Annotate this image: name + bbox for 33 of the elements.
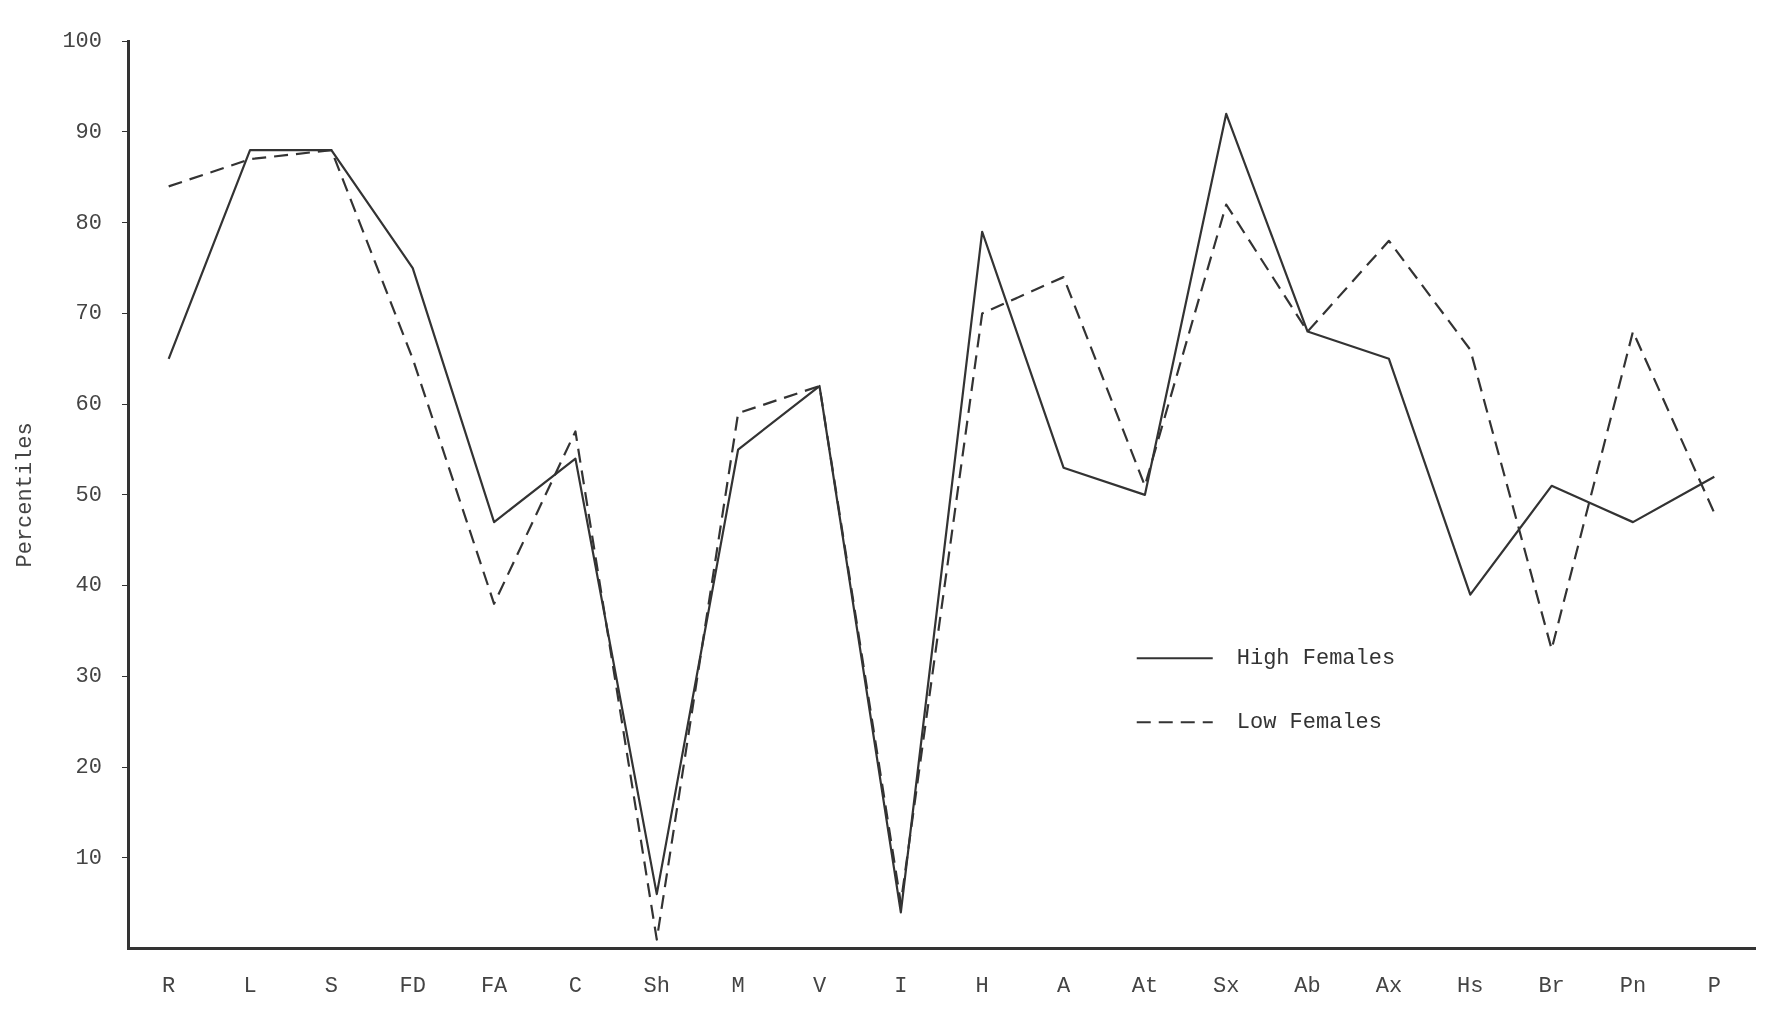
x-tick-label: S xyxy=(324,973,338,999)
x-tick-label: Sh xyxy=(643,973,670,999)
y-tick-label: 80 xyxy=(75,210,103,236)
y-axis-title: Percentiles xyxy=(13,422,39,568)
x-tick-label: Sx xyxy=(1213,973,1240,999)
x-tick-label: V xyxy=(812,973,827,999)
x-tick-label: A xyxy=(1056,973,1071,999)
x-tick-label: Ax xyxy=(1375,973,1403,999)
y-tick-label: 70 xyxy=(75,301,103,327)
x-tick-label: M xyxy=(731,973,745,999)
y-tick-label: 30 xyxy=(75,664,103,690)
legend-label: High Females xyxy=(1236,646,1396,672)
y-tick-label: 40 xyxy=(75,573,103,599)
x-tick-label: Hs xyxy=(1457,973,1484,999)
x-tick-label: H xyxy=(975,973,989,999)
x-tick-label: R xyxy=(162,973,176,999)
x-tick-label: FD xyxy=(399,973,426,999)
y-tick-label: 90 xyxy=(75,119,103,145)
x-tick-label: Br xyxy=(1538,973,1565,999)
y-tick-label: 10 xyxy=(75,845,103,871)
legend-label: Low Females xyxy=(1236,710,1382,736)
x-tick-label: L xyxy=(243,973,257,999)
x-tick-label: P xyxy=(1707,973,1721,999)
x-tick-label: Pn xyxy=(1619,973,1647,999)
x-tick-label: I xyxy=(894,973,908,999)
x-tick-label: FA xyxy=(480,973,509,999)
x-tick-label: At xyxy=(1131,973,1159,999)
x-tick-label: Ab xyxy=(1294,973,1321,999)
x-tick-label: C xyxy=(568,973,583,999)
y-tick-label: 60 xyxy=(75,391,103,417)
y-tick-label: 50 xyxy=(75,482,103,508)
y-tick-label: 20 xyxy=(75,754,103,780)
y-tick-label: 100 xyxy=(62,29,103,55)
